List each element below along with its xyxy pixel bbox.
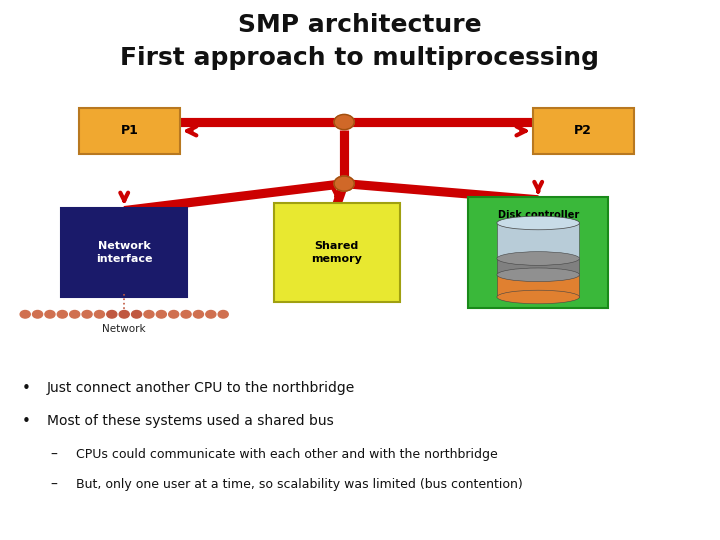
FancyBboxPatch shape — [79, 108, 180, 154]
Text: Just connect another CPU to the northbridge: Just connect another CPU to the northbri… — [47, 381, 355, 395]
Circle shape — [94, 310, 104, 318]
Ellipse shape — [497, 290, 580, 304]
Text: –: – — [50, 478, 58, 492]
Text: Network
interface: Network interface — [96, 241, 153, 264]
Text: But, only one user at a time, so scalability was limited (bus contention): But, only one user at a time, so scalabi… — [76, 478, 522, 491]
Text: First approach to multiprocessing: First approach to multiprocessing — [120, 46, 600, 70]
Text: Most of these systems used a shared bus: Most of these systems used a shared bus — [47, 414, 333, 428]
Ellipse shape — [497, 252, 580, 265]
Circle shape — [132, 310, 142, 318]
Text: CPUs could communicate with each other and with the northbridge: CPUs could communicate with each other a… — [76, 448, 498, 461]
Text: •: • — [22, 381, 30, 396]
Text: Disk controller: Disk controller — [498, 210, 579, 220]
Circle shape — [156, 310, 166, 318]
FancyBboxPatch shape — [468, 197, 608, 308]
Ellipse shape — [497, 216, 580, 230]
Circle shape — [181, 310, 191, 318]
Circle shape — [58, 310, 68, 318]
Circle shape — [334, 176, 354, 191]
FancyBboxPatch shape — [497, 223, 580, 259]
Text: •: • — [22, 414, 30, 429]
Text: Shared
memory: Shared memory — [311, 241, 362, 264]
Text: –: – — [50, 448, 58, 462]
Text: P2: P2 — [575, 124, 592, 138]
FancyBboxPatch shape — [533, 108, 634, 154]
Circle shape — [107, 310, 117, 318]
Circle shape — [194, 310, 204, 318]
FancyBboxPatch shape — [497, 259, 580, 275]
Circle shape — [45, 310, 55, 318]
Circle shape — [70, 310, 80, 318]
Text: P1: P1 — [121, 124, 138, 138]
Circle shape — [168, 310, 179, 318]
Text: SMP architecture: SMP architecture — [238, 14, 482, 37]
Circle shape — [334, 114, 354, 130]
Circle shape — [144, 310, 154, 318]
FancyBboxPatch shape — [61, 208, 187, 297]
Circle shape — [120, 310, 130, 318]
Ellipse shape — [497, 268, 580, 281]
Circle shape — [82, 310, 92, 318]
Circle shape — [20, 310, 30, 318]
FancyBboxPatch shape — [497, 275, 580, 297]
FancyBboxPatch shape — [274, 202, 400, 302]
Circle shape — [218, 310, 228, 318]
Text: Network: Network — [102, 324, 146, 334]
Circle shape — [206, 310, 216, 318]
Circle shape — [32, 310, 42, 318]
